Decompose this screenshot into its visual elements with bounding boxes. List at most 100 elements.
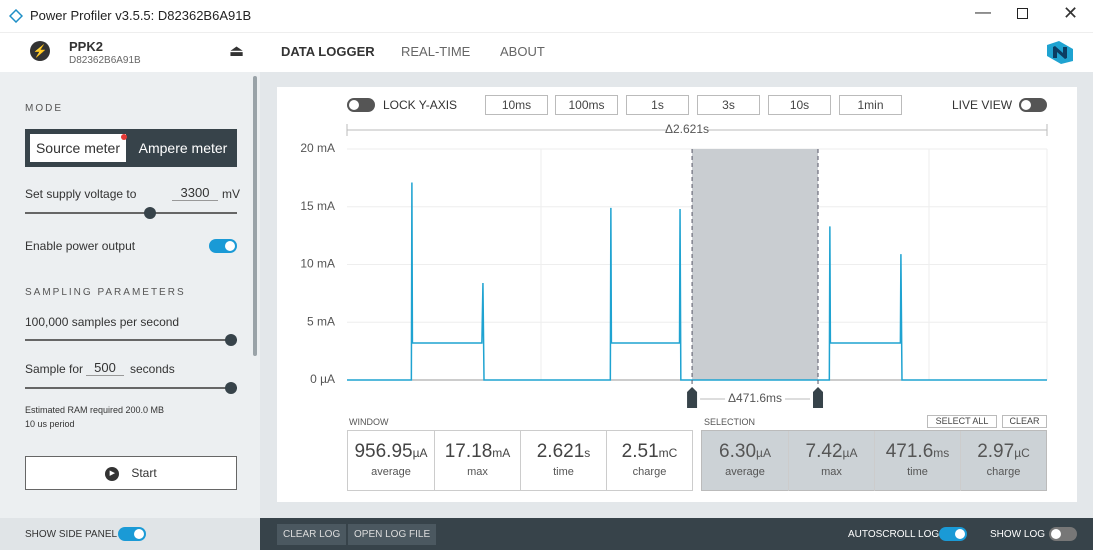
- label: SHOW SIDE PANEL: [25, 529, 118, 540]
- clear-log[interactable]: CLEAR LOG: [277, 524, 347, 545]
- logo: [1047, 41, 1073, 64]
- stat: 6.30µA average: [702, 431, 788, 491]
- stat-value: 2.621: [536, 441, 585, 462]
- stat-label: max: [467, 466, 488, 478]
- label: Set supply voltage to: [25, 187, 137, 201]
- eject[interactable]: ⏏: [229, 43, 245, 60]
- stat-label: average: [725, 466, 765, 478]
- mode-option[interactable]: Ampere meter: [138, 140, 228, 156]
- label: 100,000 samples per second: [25, 315, 180, 329]
- power-toggle[interactable]: [209, 239, 237, 253]
- window-label: Δ2.621s: [665, 122, 709, 136]
- clear-selection[interactable]: CLEAR: [1002, 415, 1047, 428]
- slider-thumb[interactable]: [225, 382, 237, 394]
- y-tick-label: 15 mA: [300, 199, 335, 213]
- side-panel-toggle[interactable]: [118, 527, 146, 541]
- stat-label: time: [553, 466, 574, 478]
- stat-value: 2.51: [621, 441, 659, 462]
- button-label: Start: [131, 466, 157, 480]
- selection-handle: [813, 387, 824, 408]
- stat: 956.95µA average: [348, 431, 434, 491]
- stat-value: 7.42: [805, 441, 843, 462]
- maximize[interactable]: [1017, 8, 1028, 19]
- mode-option[interactable]: Source meter: [30, 134, 126, 162]
- scrollbar[interactable]: [253, 76, 257, 356]
- app-icon: [9, 9, 23, 23]
- label: Sample for: [25, 362, 84, 376]
- tab[interactable]: DATA LOGGER: [281, 44, 375, 59]
- chart-card: LOCK Y-AXIS 10ms 100ms 1s 3s 10s 1min LI…: [277, 87, 1077, 502]
- open-log-file[interactable]: OPEN LOG FILE: [348, 524, 437, 545]
- label: SHOW LOG: [990, 529, 1046, 540]
- tab[interactable]: ABOUT: [500, 44, 545, 59]
- show-log-toggle[interactable]: [1049, 527, 1077, 541]
- autoscroll-toggle[interactable]: [939, 527, 967, 541]
- side-footer: SHOW SIDE PANEL: [0, 518, 260, 550]
- stat-value: 956.95: [354, 441, 413, 462]
- zoom-button[interactable]: 1s: [626, 95, 689, 115]
- label: AUTOSCROLL LOG: [848, 529, 940, 540]
- trace: [347, 182, 1047, 381]
- stat-unit: s: [584, 446, 591, 460]
- label: Enable power output: [25, 239, 136, 253]
- zoom-button[interactable]: 3s: [697, 95, 760, 115]
- unit: mV: [222, 187, 240, 201]
- label: LOCK Y-AXIS: [383, 98, 458, 112]
- stat: 2.51mC charge: [606, 431, 692, 491]
- live-toggle[interactable]: [1019, 98, 1047, 112]
- duration-input[interactable]: 500: [86, 360, 124, 376]
- stat-unit: µA: [842, 446, 858, 460]
- voltage-slider[interactable]: [25, 212, 237, 214]
- duration-slider[interactable]: [25, 387, 237, 389]
- stat: 471.6ms time: [874, 431, 960, 491]
- stat-label: average: [371, 466, 411, 478]
- label: LIVE VIEW: [952, 98, 1013, 112]
- indicator: [121, 134, 127, 140]
- note: Estimated RAM required 200.0 MB: [25, 405, 165, 415]
- stat-value: 2.97: [977, 441, 1015, 462]
- stat-label: time: [907, 466, 928, 478]
- stats-heading: WINDOW: [349, 417, 389, 427]
- close[interactable]: ✕: [1063, 3, 1079, 23]
- stat-value: 471.6: [885, 441, 934, 462]
- section-heading: SAMPLING PARAMETERS: [25, 287, 186, 298]
- y-tick-label: 5 mA: [307, 314, 335, 328]
- header: ⚡ PPK2 D82362B6A91B ⏏ DATA LOGGER REAL-T…: [0, 32, 1093, 72]
- stat: 2.97µC charge: [960, 431, 1046, 491]
- tab[interactable]: REAL-TIME: [401, 44, 471, 59]
- stat-unit: ms: [933, 446, 950, 460]
- device-icon: ⚡: [30, 41, 50, 61]
- stats-heading: SELECTION: [704, 417, 756, 427]
- selection-handle: [687, 387, 698, 408]
- slider-thumb[interactable]: [144, 207, 156, 219]
- stat-unit: µC: [1014, 446, 1030, 460]
- plot: Δ2.621s 0 µA 5 mA 10 mA 15 mA 20 mA Δ471.6ms: [300, 122, 1048, 408]
- stat-value: 6.30: [719, 441, 757, 462]
- minimize[interactable]: —: [975, 4, 991, 21]
- selection: [692, 149, 819, 380]
- zoom-button[interactable]: 10s: [768, 95, 831, 115]
- selection-stats: 6.30µA average 7.42µA max 471.6ms time 2.97µC c…: [701, 430, 1047, 491]
- stat-label: charge: [986, 466, 1021, 478]
- side-panel: MODE Source meter Ampere meter Set suppl…: [0, 72, 260, 518]
- y-tick-label: 10 mA: [300, 257, 335, 271]
- label-bg: [725, 392, 786, 406]
- zoom-button[interactable]: 100ms: [555, 95, 618, 115]
- section-heading: MODE: [25, 103, 63, 114]
- window-stats: 956.95µA average 17.18mA max 2.621s time 2.51m…: [347, 430, 693, 491]
- zoom-button[interactable]: 1min: [839, 95, 902, 115]
- rate-slider[interactable]: [25, 339, 237, 341]
- voltage-input[interactable]: 3300: [172, 185, 218, 201]
- slider-thumb[interactable]: [225, 334, 237, 346]
- start-button[interactable]: ▶ Start: [25, 456, 237, 490]
- selection-label: Δ471.6ms: [728, 391, 782, 405]
- select-all[interactable]: SELECT ALL: [927, 415, 997, 428]
- y-tick-label: 20 mA: [300, 141, 335, 155]
- stat-label: charge: [632, 466, 667, 478]
- stat-unit: mA: [492, 446, 511, 460]
- stat: 7.42µA max: [788, 431, 874, 491]
- title-bar: Power Profiler v3.5.5: D82362B6A91B — ✕: [0, 0, 1093, 32]
- lock-toggle[interactable]: [347, 98, 375, 112]
- zoom-button[interactable]: 10ms: [485, 95, 548, 115]
